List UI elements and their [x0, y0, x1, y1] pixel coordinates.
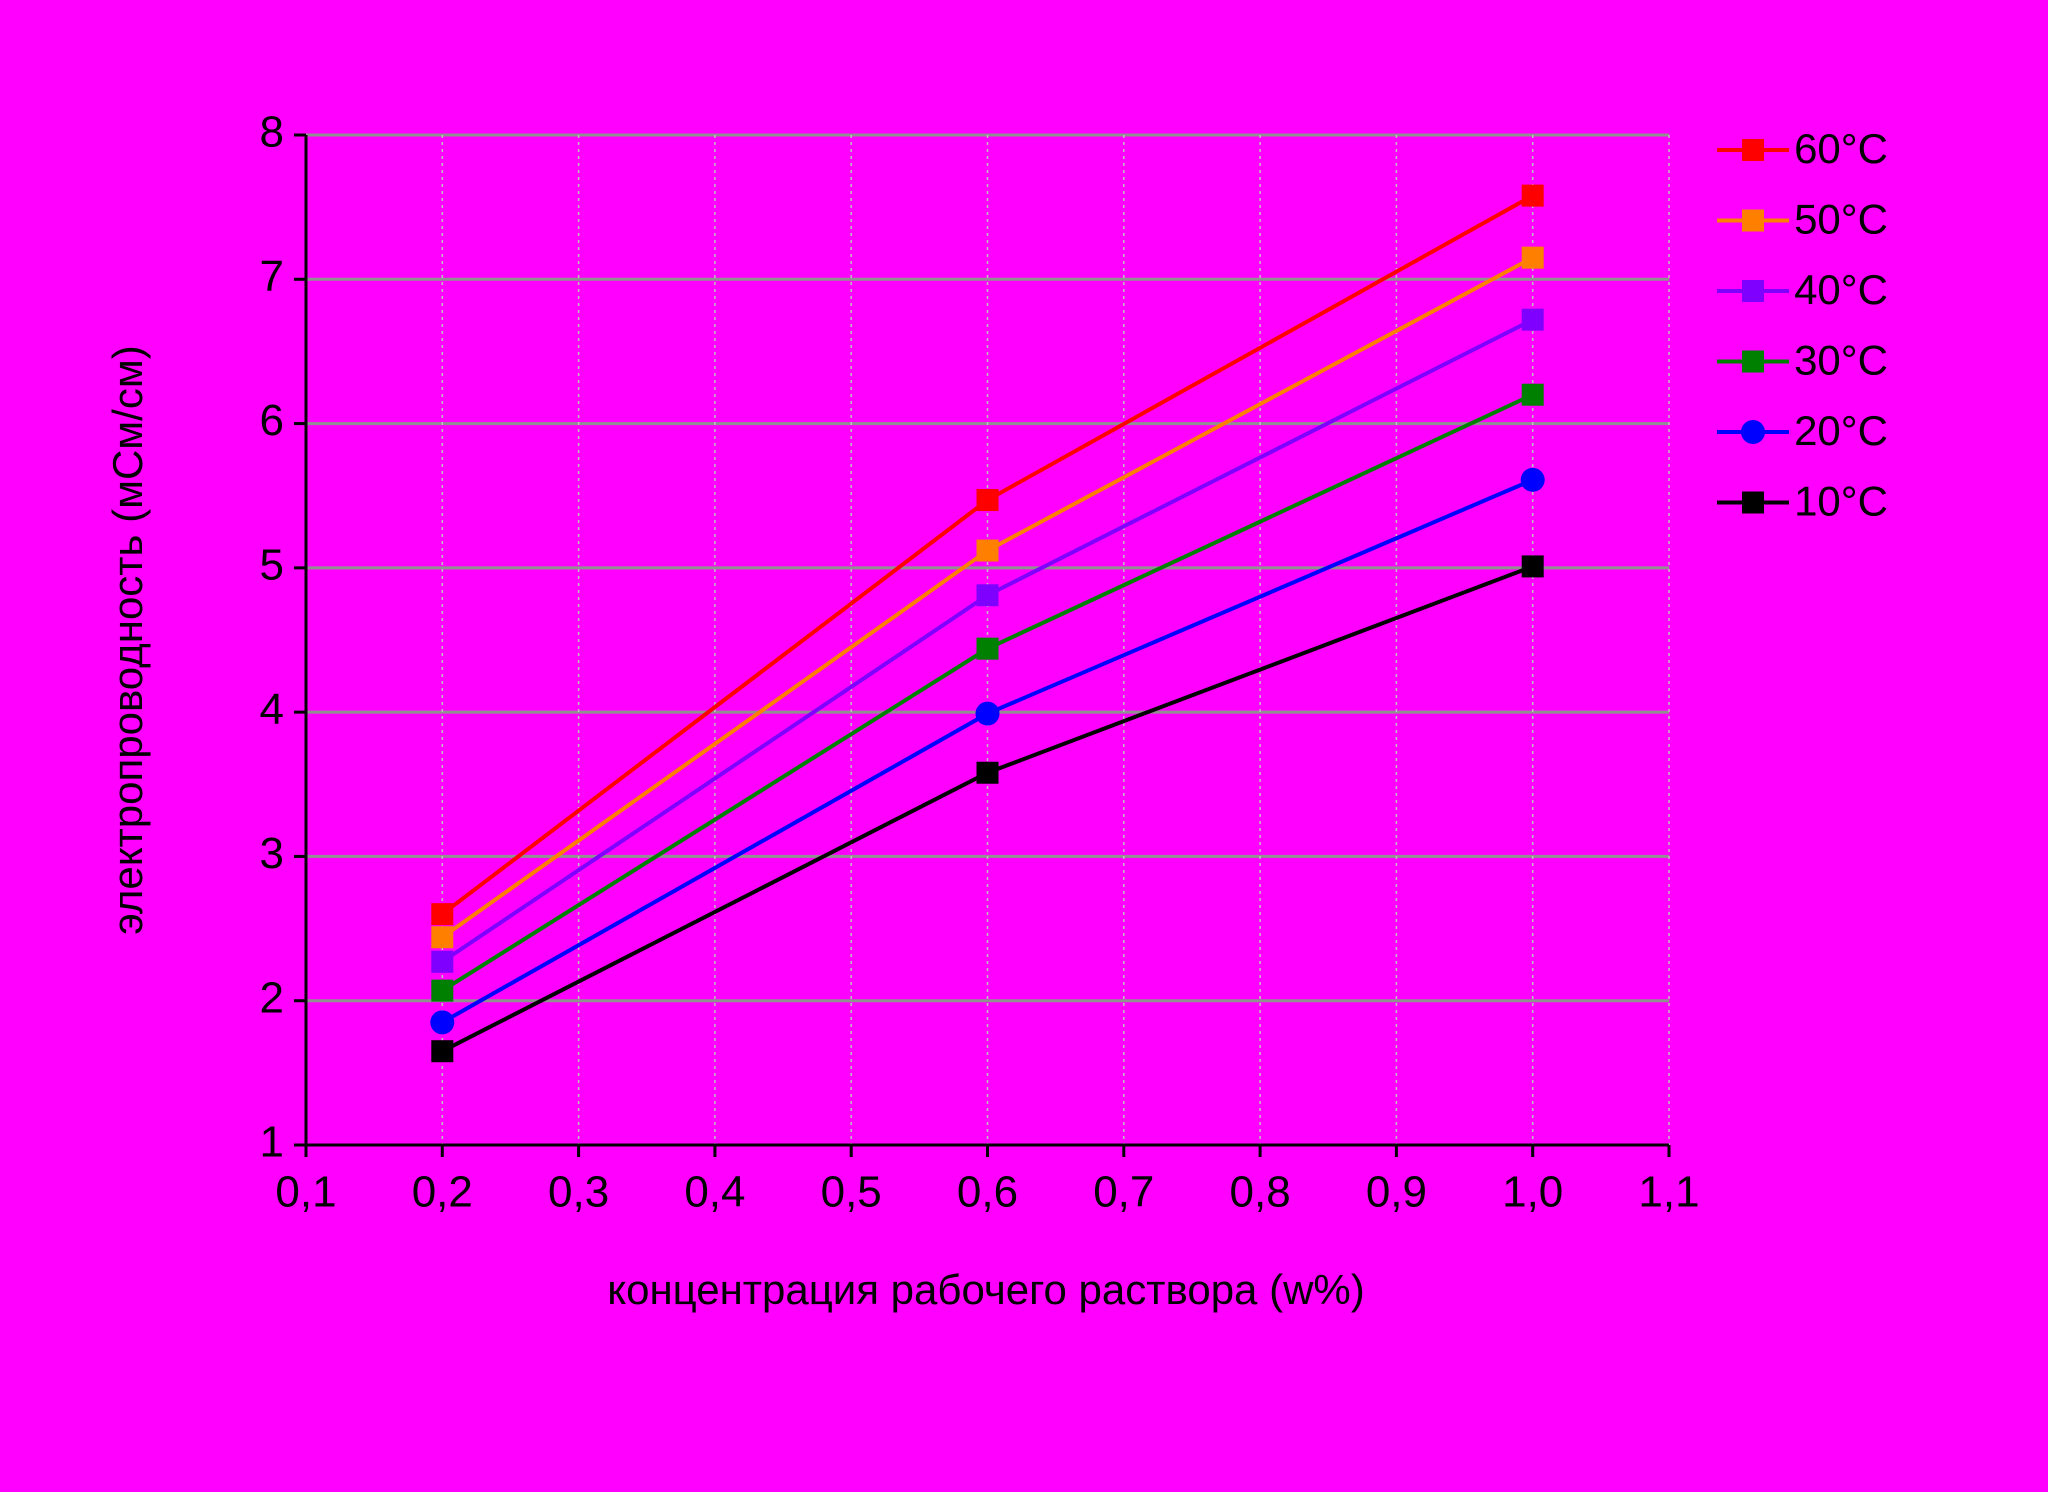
data-point: [976, 489, 999, 512]
legend-label: 30°C: [1794, 337, 1888, 384]
legend-marker: [1742, 280, 1764, 302]
data-point: [1521, 555, 1544, 578]
legend-label: 10°C: [1794, 478, 1888, 525]
x-tick-label: 0,6: [957, 1168, 1018, 1217]
data-point: [1520, 467, 1545, 492]
x-tick-label: 1,1: [1638, 1168, 1699, 1217]
data-point: [976, 584, 999, 607]
x-tick-label: 0,4: [684, 1168, 745, 1217]
legend-marker: [1742, 139, 1764, 161]
x-tick-label: 0,3: [548, 1168, 609, 1217]
data-point: [1521, 184, 1544, 207]
legend-label: 40°C: [1794, 266, 1888, 313]
series-line: [441, 392, 1534, 993]
y-tick-label: 1: [260, 1118, 284, 1167]
data-point: [431, 950, 454, 973]
data-point: [431, 926, 454, 949]
x-tick-label: 0,5: [821, 1168, 882, 1217]
legend-marker: [1742, 491, 1764, 514]
x-axis-title: концентрация рабочего раствора (w%): [607, 1266, 1364, 1313]
data-point: [1521, 246, 1544, 269]
y-axis-title: электропроводность (мСм/см): [104, 345, 151, 934]
y-tick-label: 6: [260, 396, 284, 445]
data-point: [1521, 308, 1544, 331]
data-point: [976, 637, 999, 660]
legend-marker: [1742, 350, 1764, 373]
legend-label: 50°C: [1794, 196, 1888, 243]
data-point: [431, 979, 454, 1002]
y-tick-label: 2: [260, 973, 284, 1022]
y-tick-label: 4: [260, 685, 284, 734]
legend-marker: [1742, 209, 1764, 232]
data-point: [431, 1040, 454, 1063]
legend-label: 60°C: [1794, 125, 1888, 172]
data-point: [430, 1010, 455, 1035]
y-tick-label: 5: [260, 540, 284, 589]
legend-label: 20°C: [1794, 407, 1888, 454]
y-tick-label: 7: [260, 252, 284, 301]
data-point: [975, 701, 1000, 726]
x-tick-label: 0,1: [275, 1168, 336, 1217]
y-tick-label: 3: [260, 829, 284, 878]
x-tick-label: 0,9: [1366, 1168, 1427, 1217]
data-point: [976, 761, 999, 784]
legend-marker: [1741, 420, 1765, 444]
x-tick-label: 0,7: [1093, 1168, 1154, 1217]
x-tick-label: 0,8: [1230, 1168, 1291, 1217]
x-tick-label: 1,0: [1502, 1168, 1563, 1217]
data-point: [976, 539, 999, 562]
data-point: [1521, 383, 1544, 406]
y-tick-label: 8: [260, 108, 284, 157]
data-point: [431, 903, 454, 926]
x-tick-label: 0,2: [412, 1168, 473, 1217]
